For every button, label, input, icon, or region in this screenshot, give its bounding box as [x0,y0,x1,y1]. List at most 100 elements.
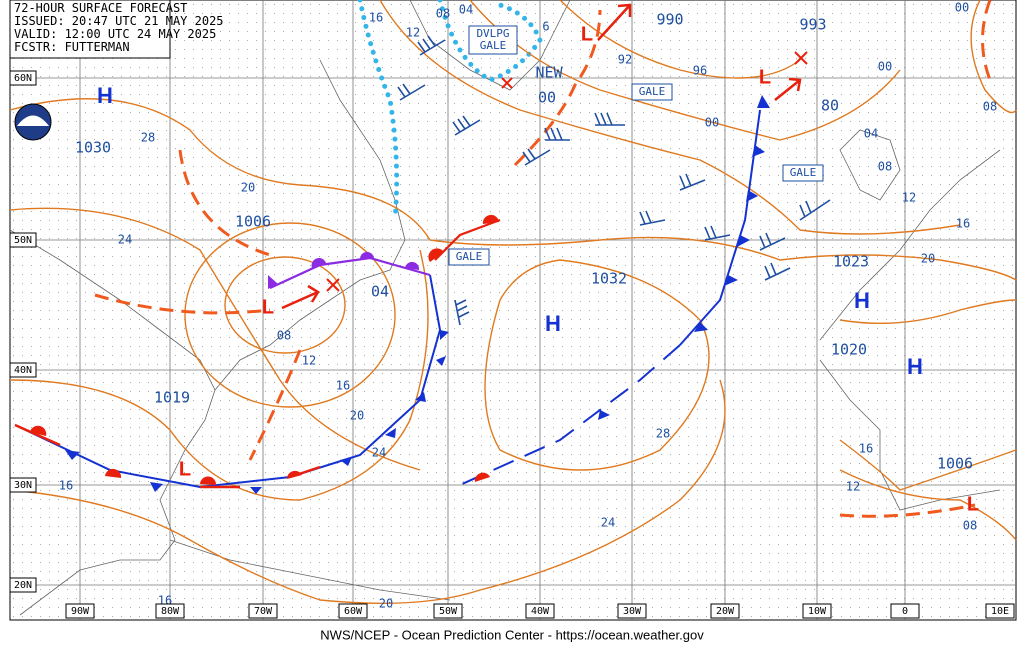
low-center: L [179,458,191,480]
latitude-label: 60N [14,73,32,84]
isobar-label: 08 [436,7,450,21]
isobar-label: 12 [302,354,316,368]
high-center: H [97,83,113,108]
isobar-label: 16 [956,217,970,231]
isobar-label: 16 [59,479,73,493]
pressure-label: 1020 [831,341,867,359]
lat-box [9,362,37,378]
isobar-label: 92 [618,53,632,67]
pressure-label: 1019 [154,389,190,407]
pressure-label: 1030 [75,139,111,157]
isobar-label: 08 [277,329,291,343]
gale-warning: GALE [790,166,817,179]
latitude-label: 40N [14,365,32,376]
low-center: L [581,23,593,45]
low-center: L [759,66,771,88]
isobar-label: 00 [955,1,969,15]
header-line: FCSTR: FUTTERMAN [14,40,130,54]
lon-box [710,603,740,619]
isobar-label: 20 [241,181,255,195]
ice-edge [357,0,400,223]
pressure-label: NEW [535,64,563,82]
latitude-label: 50N [14,235,32,246]
header-box [9,0,171,59]
isobar-label: 24 [601,516,615,530]
isobar-label: 24 [372,446,386,460]
gale-box [448,248,490,266]
longitude-label: 60W [344,606,363,617]
isobar-label: 20 [921,252,935,266]
isobar-label: 08 [983,100,997,114]
isobar-label: 04 [459,3,473,17]
wind-barbs [397,35,831,326]
low-center: L [967,493,979,515]
latitude-label: 20N [14,580,32,591]
high-center: H [907,354,923,379]
pressure-label: 04 [371,283,389,301]
gale-warning: GALE [480,39,507,52]
pressure-label: 990 [656,11,683,29]
labels: H H H H L L L L L 1030 1006 1019 04 1032 1023 1020 1006 9… [9,1,1015,619]
lon-box [248,603,278,619]
gale-box [631,83,673,101]
lon-box [802,603,832,619]
longitude-label: 20W [716,606,735,617]
isobar-label: 96 [693,64,707,78]
isobar-label: 24 [118,233,132,247]
header-line: VALID: 12:00 UTC 24 MAY 2025 [14,27,216,41]
isobar-label: 20 [379,597,393,611]
pressure-label: 1023 [833,253,869,271]
longitude-label: 90W [71,606,90,617]
longitude-label: 80W [161,606,180,617]
isobar-label: 16 [336,379,350,393]
lon-box [985,603,1015,619]
lon-box [525,603,555,619]
troughs [94,0,992,518]
gale-box [782,164,824,182]
longitude-label: 50W [439,606,458,617]
isobar-label: 08 [878,160,892,174]
motion-arrows [281,3,802,310]
high-center: H [854,288,870,313]
low-centers-x [326,51,808,292]
lon-box [617,603,647,619]
gale-box [468,25,518,55]
lat-box [9,70,37,86]
lat-box [9,232,37,248]
pressure-label: 80 [821,97,839,115]
longitude-label: 10W [808,606,827,617]
isobar-label: 16 [859,442,873,456]
gale-warning: GALE [639,85,666,98]
lon-box [338,603,368,619]
longitude-label: 10E [991,606,1009,617]
isobar-label: 16 [369,11,383,25]
longitude-label: 70W [254,606,273,617]
isobar-label: 00 [878,60,892,74]
lat-box [9,477,37,493]
isobar-label: 04 [864,127,878,141]
pressure-label: 993 [799,16,826,34]
logo [14,103,52,141]
isobar-label: 12 [406,26,420,40]
gale-warning: DVLPG [476,27,509,40]
isobar-label: 12 [846,480,860,494]
pressure-label: 1032 [591,270,627,288]
pressure-label: 00 [538,89,556,107]
footer: NWS/NCEP - Ocean Prediction Center - htt… [320,627,704,642]
latitude-label: 30N [14,480,32,491]
isobar-label: 12 [902,191,916,205]
isobar-label: 28 [141,131,155,145]
isobar-label: 28 [656,427,670,441]
isobar-label: 00 [705,116,719,130]
isobar-label: 08 [963,519,977,533]
isobar-label: 20 [350,409,364,423]
longitude-label: 40W [531,606,550,617]
fronts [14,95,770,494]
header-line: ISSUED: 20:47 UTC 21 MAY 2025 [14,14,224,28]
isobars [9,0,1017,605]
high-center: H [545,311,561,336]
isobar-label: 6 [542,20,549,34]
lon-box [155,603,185,619]
